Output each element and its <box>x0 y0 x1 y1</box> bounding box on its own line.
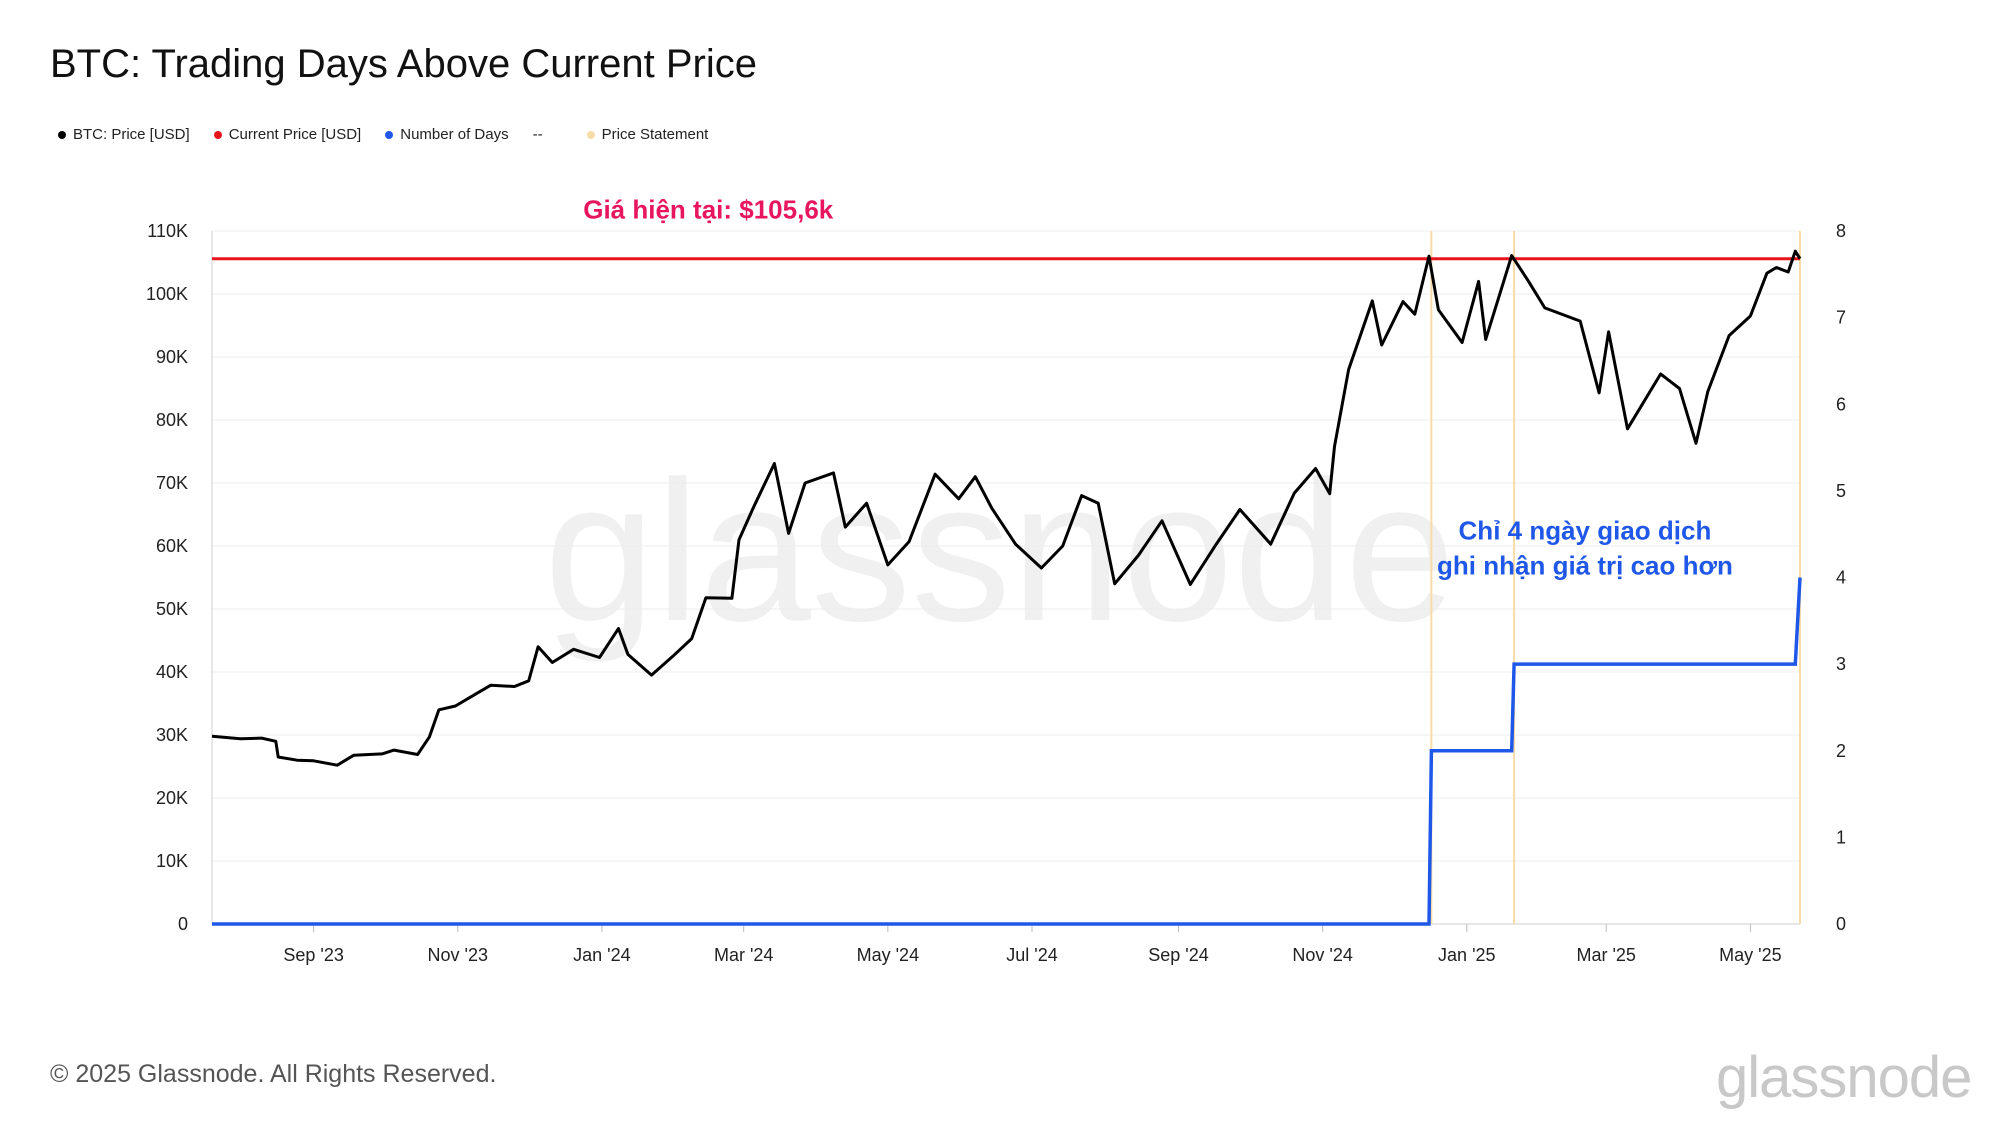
x-tick-label: Jul '24 <box>1006 945 1057 965</box>
legend-label: Price Statement <box>601 126 709 143</box>
y-right-tick-label: 7 <box>1836 308 1846 328</box>
annotation-text: Chỉ 4 ngày giao dịch <box>1459 516 1712 546</box>
legend-label: Current Price [USD] <box>228 126 362 143</box>
x-tick-label: Nov '24 <box>1292 945 1352 965</box>
brand-logo: glassnode <box>1716 1045 1972 1110</box>
y-right-tick-label: 4 <box>1836 568 1846 588</box>
annotation-text: Giá hiện tại: $105,6k <box>583 194 834 224</box>
y-left-tick-label: 10K <box>156 851 188 871</box>
y-right-tick-label: 5 <box>1836 481 1846 501</box>
legend-item-dash[interactable]: -- <box>533 126 563 143</box>
y-right-tick-label: 3 <box>1836 654 1846 674</box>
y-left-tick-label: 110K <box>147 221 188 241</box>
legend-item-price-statement[interactable]: Price Statement <box>586 126 709 143</box>
y-left-tick-label: 0 <box>178 914 188 934</box>
number-of-days-line <box>212 577 1802 926</box>
legend-label: BTC: Price [USD] <box>73 126 190 143</box>
x-tick-label: Mar '24 <box>714 945 773 965</box>
legend-item-number-of-days[interactable]: Number of Days <box>385 126 509 143</box>
y-right-tick-label: 0 <box>1836 914 1846 934</box>
y-right-tick-label: 6 <box>1836 394 1846 414</box>
y-left-tick-label: 80K <box>156 410 188 430</box>
x-tick-label: Mar '25 <box>1576 945 1635 965</box>
legend-dot-icon <box>213 130 222 139</box>
legend-dot-icon <box>58 130 66 139</box>
y-left-tick-label: 50K <box>156 599 188 619</box>
x-tick-label: Nov '23 <box>428 945 488 965</box>
y-left-tick-label: 70K <box>156 473 188 493</box>
x-tick-label: May '25 <box>1719 945 1781 965</box>
y-left-tick-label: 30K <box>156 725 188 745</box>
chart-title: BTC: Trading Days Above Current Price <box>50 42 757 86</box>
y-left-tick-label: 60K <box>156 536 188 556</box>
y-left-tick-label: 100K <box>146 284 188 304</box>
x-tick-label: Sep '24 <box>1148 945 1209 965</box>
legend: BTC: Price [USD] Current Price [USD] Num… <box>58 126 732 143</box>
y-left-tick-label: 40K <box>156 662 188 682</box>
x-tick-label: Sep '23 <box>283 945 344 965</box>
legend-item-btc-price[interactable]: BTC: Price [USD] <box>58 126 190 143</box>
copyright-footer: © 2025 Glassnode. All Rights Reserved. <box>50 1060 497 1088</box>
y-right-tick-label: 2 <box>1836 741 1846 761</box>
legend-label: -- <box>532 126 543 143</box>
legend-dot-icon <box>586 130 595 139</box>
annotation-text: ghi nhận giá trị cao hơn <box>1437 550 1733 580</box>
y-right-tick-label: 8 <box>1836 221 1846 241</box>
y-left-tick-label: 20K <box>156 788 188 808</box>
y-right-tick-label: 1 <box>1836 827 1846 847</box>
x-tick-label: Jan '25 <box>1438 945 1495 965</box>
legend-dot-icon <box>385 130 394 139</box>
legend-label: Number of Days <box>400 126 509 143</box>
x-tick-label: May '24 <box>857 945 919 965</box>
btc-price-line <box>211 249 1802 767</box>
y-left-tick-label: 90K <box>156 347 188 367</box>
x-tick-label: Jan '24 <box>573 945 630 965</box>
legend-item-current-price[interactable]: Current Price [USD] <box>213 126 362 143</box>
